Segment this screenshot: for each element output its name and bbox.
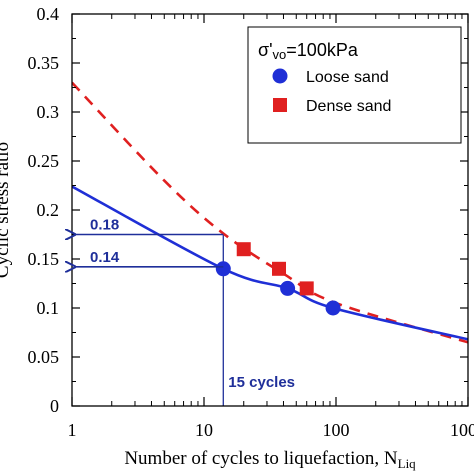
cycles-label: 15 cycles xyxy=(228,374,295,391)
loose-sand-point xyxy=(280,280,296,296)
csr-label-018: 0.18 xyxy=(90,217,119,234)
x-tick-label: 100 xyxy=(323,420,350,440)
y-tick-label: 0 xyxy=(50,396,59,416)
loose-sand-point xyxy=(325,300,341,316)
x-axis-label-subscript: Liq xyxy=(398,456,417,471)
y-tick-label: 0.05 xyxy=(28,347,60,367)
dense-sand-point xyxy=(299,281,314,296)
legend-box xyxy=(247,26,462,144)
y-tick-label: 0.3 xyxy=(37,102,60,122)
legend-marker-loose-sand xyxy=(272,68,288,84)
y-tick-label: 0.35 xyxy=(28,53,60,73)
y-tick-label: 0.2 xyxy=(37,200,60,220)
loose-sand-point xyxy=(215,261,231,277)
x-tick-label: 10 xyxy=(195,420,213,440)
csr-label-014: 0.14 xyxy=(90,249,120,266)
legend-title: σ'vo=100kPa xyxy=(258,40,359,62)
legend-label-dense-sand: Dense sand xyxy=(306,98,391,115)
x-axis-label: Number of cycles to liquefaction, NLiq xyxy=(124,448,416,471)
y-tick-label: 0.4 xyxy=(37,4,60,24)
y-tick-label: 0.15 xyxy=(28,249,60,269)
dense-sand-point xyxy=(272,261,287,276)
y-tick-label: 0.1 xyxy=(37,298,60,318)
legend-label-loose-sand: Loose sand xyxy=(306,69,389,86)
loose-sand-fit-curve xyxy=(72,185,468,341)
dense-sand-point xyxy=(236,242,251,257)
legend-marker-dense-sand xyxy=(273,98,287,112)
plot-area xyxy=(72,81,468,406)
x-tick-label: 1 xyxy=(68,420,77,440)
y-axis-label: Cyclic stress ratio xyxy=(0,142,13,278)
y-tick-label: 0.25 xyxy=(28,151,60,171)
legend: σ'vo=100kPa Loose sand Dense sand xyxy=(247,26,462,144)
